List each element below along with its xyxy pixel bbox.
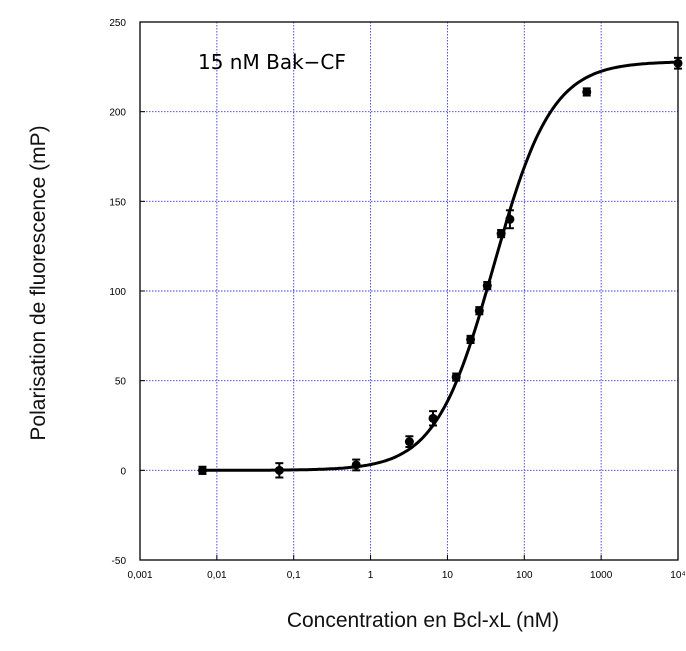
point-marker	[351, 460, 361, 470]
y-axis-title: Polarisation de fluorescence (mP)	[27, 125, 50, 440]
data-point	[505, 209, 515, 230]
data-point	[351, 458, 361, 472]
point-marker	[466, 334, 476, 344]
point-marker	[451, 372, 461, 382]
data-point	[428, 410, 438, 427]
data-points	[197, 56, 683, 479]
y-tick-label: 250	[109, 18, 126, 29]
data-point	[404, 435, 414, 449]
data-point	[673, 56, 683, 70]
data-point	[274, 462, 284, 479]
y-tick-label: -50	[112, 556, 127, 567]
x-axis: 0,001 0,01 0,1 1 10 100 1000 10⁴	[127, 555, 686, 581]
x-tick-label: 0,1	[287, 570, 301, 581]
data-point	[197, 465, 207, 475]
point-marker	[197, 465, 207, 475]
point-marker	[505, 214, 515, 224]
x-tick-label: 1000	[590, 570, 613, 581]
y-tick-label: 100	[109, 287, 126, 298]
point-marker	[673, 58, 683, 68]
point-marker	[482, 281, 492, 291]
x-tick-label: 0,01	[207, 570, 227, 581]
point-marker	[582, 87, 592, 97]
grid	[140, 22, 678, 560]
data-point	[466, 334, 476, 345]
x-tick-label: 10	[442, 570, 454, 581]
x-tick-label: 1	[368, 570, 374, 581]
data-point	[474, 306, 484, 316]
point-marker	[474, 306, 484, 316]
point-marker	[404, 437, 414, 447]
annotation-label: 15 nM Bak−CF	[198, 50, 346, 74]
data-point	[496, 229, 506, 239]
data-point	[451, 372, 461, 382]
y-axis: -50 0 50 100 150 200 250	[109, 18, 145, 567]
y-tick-label: 50	[115, 377, 127, 388]
x-tick-label: 100	[516, 570, 533, 581]
x-axis-title: Concentration en Bcl-xL (nM)	[287, 609, 559, 632]
fit-curve	[199, 60, 678, 472]
point-marker	[496, 229, 506, 239]
y-tick-label: 150	[109, 197, 126, 208]
y-tick-label: 200	[109, 108, 126, 119]
point-marker	[428, 413, 438, 423]
y-tick-label: 0	[120, 466, 126, 477]
x-tick-label: 0,001	[127, 570, 152, 581]
data-point	[482, 281, 492, 291]
point-marker	[274, 465, 284, 475]
x-tick-label: 10⁴	[670, 570, 685, 581]
data-point	[582, 87, 592, 97]
